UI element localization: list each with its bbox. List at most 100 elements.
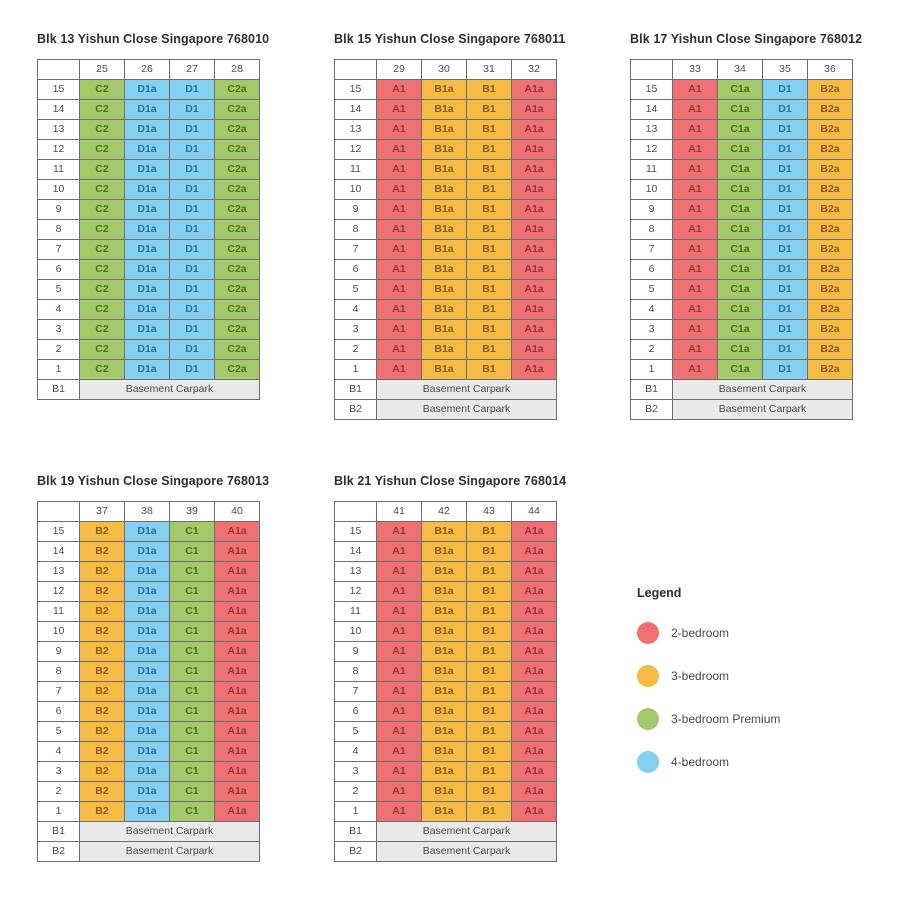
floor-label: 4 (37, 741, 80, 762)
unit-cell: B2 (79, 641, 125, 662)
floor-label: 14 (630, 99, 673, 120)
unit-cell: B1a (421, 801, 467, 822)
floor-row: 7 A1 C1a D1 B2a (630, 239, 853, 260)
block-13-stack-table: 25 26 27 28 15 C2 D1a D1 C2a 14 C2 D1a D1 C2a 13 C2 D1a D… (37, 59, 260, 400)
unit-cell: C2 (79, 79, 125, 100)
unit-cell: B1 (466, 99, 512, 120)
floor-row: 4 A1 B1a B1 A1a (334, 299, 557, 320)
unit-cell: A1 (672, 359, 718, 380)
floor-label: 9 (37, 641, 80, 662)
unit-cell: B1a (421, 541, 467, 562)
stack-number: 42 (421, 501, 467, 522)
unit-cell: A1a (214, 561, 260, 582)
basement-row: B1 Basement Carpark (37, 821, 260, 842)
floor-row: 12 A1 B1a B1 A1a (334, 139, 557, 160)
2-bedroom-color-dot-icon (637, 622, 659, 644)
floor-label: 2 (630, 339, 673, 360)
floor-row: 10 A1 B1a B1 A1a (334, 179, 557, 200)
unit-cell: C1a (717, 199, 763, 220)
floor-label: 13 (37, 561, 80, 582)
floor-label: 6 (630, 259, 673, 280)
unit-cell: A1a (511, 119, 557, 140)
stack-number: 34 (717, 59, 763, 80)
unit-cell: D1 (169, 339, 215, 360)
unit-cell: A1 (376, 641, 422, 662)
unit-cell: B1a (421, 581, 467, 602)
stack-number: 38 (124, 501, 170, 522)
basement-floor-label: B2 (630, 399, 673, 420)
floor-row: 9 A1 B1a B1 A1a (334, 199, 557, 220)
unit-cell: A1 (672, 159, 718, 180)
unit-cell: D1a (124, 199, 170, 220)
floor-row: 14 A1 B1a B1 A1a (334, 541, 557, 562)
floor-label: 3 (334, 761, 377, 782)
stack-number: 30 (421, 59, 467, 80)
unit-cell: D1 (762, 359, 808, 380)
unit-cell: D1 (762, 279, 808, 300)
unit-cell: C2 (79, 239, 125, 260)
unit-cell: B1a (421, 219, 467, 240)
block-19-title: Blk 19 Yishun Close Singapore 768013 (37, 474, 270, 488)
floor-label: 5 (37, 279, 80, 300)
unit-cell: A1 (376, 801, 422, 822)
unit-cell: C2 (79, 219, 125, 240)
unit-cell: D1a (124, 741, 170, 762)
floor-row: 7 B2 D1a C1 A1a (37, 681, 260, 702)
unit-cell: B2a (807, 199, 853, 220)
corner-cell (334, 501, 377, 522)
floor-label: 2 (334, 781, 377, 802)
unit-cell: D1 (169, 119, 215, 140)
floor-label: 1 (334, 359, 377, 380)
basement-row: B1 Basement Carpark (334, 379, 557, 400)
floor-row: 8 C2 D1a D1 C2a (37, 219, 260, 240)
unit-cell: A1 (672, 219, 718, 240)
floor-label: 14 (334, 99, 377, 120)
unit-cell: B2a (807, 339, 853, 360)
stack-number: 44 (511, 501, 557, 522)
unit-cell: A1a (511, 79, 557, 100)
floor-label: 8 (37, 661, 80, 682)
unit-cell: A1a (511, 701, 557, 722)
unit-cell: A1a (214, 521, 260, 542)
unit-cell: D1a (124, 299, 170, 320)
unit-cell: A1 (376, 219, 422, 240)
unit-cell: A1a (511, 801, 557, 822)
unit-cell: B2 (79, 741, 125, 762)
unit-cell: A1a (214, 581, 260, 602)
floor-row: 11 A1 C1a D1 B2a (630, 159, 853, 180)
unit-cell: D1 (762, 79, 808, 100)
unit-cell: B1a (421, 641, 467, 662)
unit-cell: A1 (376, 259, 422, 280)
unit-cell: A1 (376, 319, 422, 340)
legend-item-4-bedroom: 4-bedroom (637, 751, 780, 773)
unit-cell: C2a (214, 259, 260, 280)
unit-cell: B2 (79, 621, 125, 642)
unit-cell: B1 (466, 219, 512, 240)
unit-cell: B1a (421, 319, 467, 340)
unit-cell: D1a (124, 581, 170, 602)
unit-cell: A1 (672, 259, 718, 280)
unit-cell: B1 (466, 299, 512, 320)
floor-row: 11 B2 D1a C1 A1a (37, 601, 260, 622)
unit-cell: B1 (466, 139, 512, 160)
unit-cell: B1 (466, 159, 512, 180)
unit-cell: A1a (511, 721, 557, 742)
floor-label: 1 (37, 359, 80, 380)
unit-cell: A1 (376, 721, 422, 742)
floor-row: 6 A1 B1a B1 A1a (334, 701, 557, 722)
unit-cell: B1a (421, 279, 467, 300)
unit-cell: D1a (124, 359, 170, 380)
unit-cell: C2 (79, 339, 125, 360)
floor-label: 5 (630, 279, 673, 300)
stack-number: 27 (169, 59, 215, 80)
stack-number: 31 (466, 59, 512, 80)
unit-cell: A1 (376, 561, 422, 582)
unit-cell: B1 (466, 239, 512, 260)
unit-cell: B2a (807, 319, 853, 340)
block-13-title: Blk 13 Yishun Close Singapore 768010 (37, 32, 270, 46)
3-bedroom-color-dot-icon (637, 665, 659, 687)
floor-row: 3 B2 D1a C1 A1a (37, 761, 260, 782)
floor-row: 10 A1 B1a B1 A1a (334, 621, 557, 642)
unit-cell: B1 (466, 801, 512, 822)
floor-row: 12 A1 B1a B1 A1a (334, 581, 557, 602)
